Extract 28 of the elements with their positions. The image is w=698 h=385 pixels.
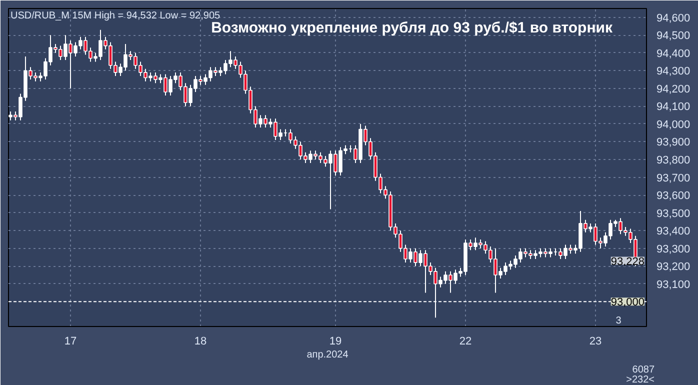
x-tick-label: 17: [64, 336, 77, 348]
y-tick-label: 94,400: [656, 48, 690, 60]
x-tick-label: 19: [329, 336, 342, 348]
x-tick-label: 18: [194, 336, 207, 348]
x-axis-title: апр.2024: [306, 350, 349, 360]
annotation: 3: [616, 316, 622, 326]
x-tick-label: 22: [459, 336, 472, 348]
y-tick-label: 93,200: [656, 261, 690, 274]
x-tick-label: 23: [589, 336, 602, 348]
y-tick-label: 94,100: [656, 101, 690, 114]
chart-subtitle: USD/RUB_M 15M High = 94,532 Low = 92,905: [10, 10, 220, 22]
y-tick-label: 94,000: [656, 118, 690, 131]
text: Возможно укрепление рубля до 93 руб./$1 во вторник: [211, 20, 613, 36]
y-tick-label: 93,700: [656, 172, 690, 184]
y-tick-label: 94,600: [656, 12, 690, 24]
y-tick-label: 94,300: [656, 66, 690, 78]
y-tick-label: 93,600: [656, 190, 690, 202]
y-tick-label: 94,500: [656, 30, 690, 42]
text: >232<: [626, 374, 655, 385]
y-tick-label: 93,100: [656, 278, 690, 291]
y-tick-label: 93,300: [656, 243, 690, 256]
y-tick-label: 94,200: [656, 83, 690, 96]
annotation: 93,228: [610, 256, 645, 268]
y-tick-label: 93,500: [656, 208, 690, 220]
text: 6087: [632, 364, 655, 376]
y-tick-label: 93,900: [656, 136, 690, 149]
y-tick-label: 93,800: [656, 154, 690, 167]
y-tick-label: 93,400: [656, 226, 690, 238]
